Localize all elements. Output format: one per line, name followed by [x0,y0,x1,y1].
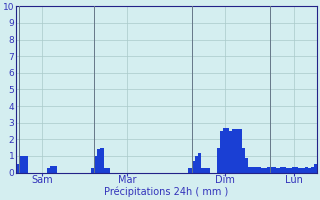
Bar [91,168,94,173]
Bar [248,167,251,173]
Bar [236,129,239,173]
Bar [16,164,19,173]
Bar [280,167,283,173]
Bar [286,168,289,173]
Bar [305,167,308,173]
Bar [311,167,314,173]
Bar [254,167,258,173]
Bar [195,156,198,173]
Bar [19,156,22,173]
Bar [308,168,311,173]
Bar [204,168,207,173]
X-axis label: Précipitations 24h ( mm ): Précipitations 24h ( mm ) [104,187,228,197]
Bar [107,168,110,173]
Bar [273,167,276,173]
Bar [283,167,286,173]
Bar [298,168,301,173]
Bar [251,167,254,173]
Bar [229,131,232,173]
Bar [301,168,305,173]
Bar [217,148,220,173]
Bar [97,149,100,173]
Bar [239,129,242,173]
Bar [289,168,292,173]
Bar [201,168,204,173]
Bar [22,156,25,173]
Bar [53,166,57,173]
Bar [264,168,267,173]
Bar [314,164,317,173]
Bar [100,148,104,173]
Bar [276,168,280,173]
Bar [220,131,223,173]
Bar [267,167,270,173]
Bar [25,156,28,173]
Bar [226,128,229,173]
Bar [270,167,273,173]
Bar [261,168,264,173]
Bar [295,167,298,173]
Bar [258,167,261,173]
Bar [232,129,236,173]
Bar [188,168,192,173]
Bar [198,153,201,173]
Bar [207,168,211,173]
Bar [104,168,107,173]
Bar [94,156,97,173]
Bar [245,158,248,173]
Bar [242,148,245,173]
Bar [223,128,226,173]
Bar [50,166,53,173]
Bar [192,161,195,173]
Bar [47,168,50,173]
Bar [292,167,295,173]
